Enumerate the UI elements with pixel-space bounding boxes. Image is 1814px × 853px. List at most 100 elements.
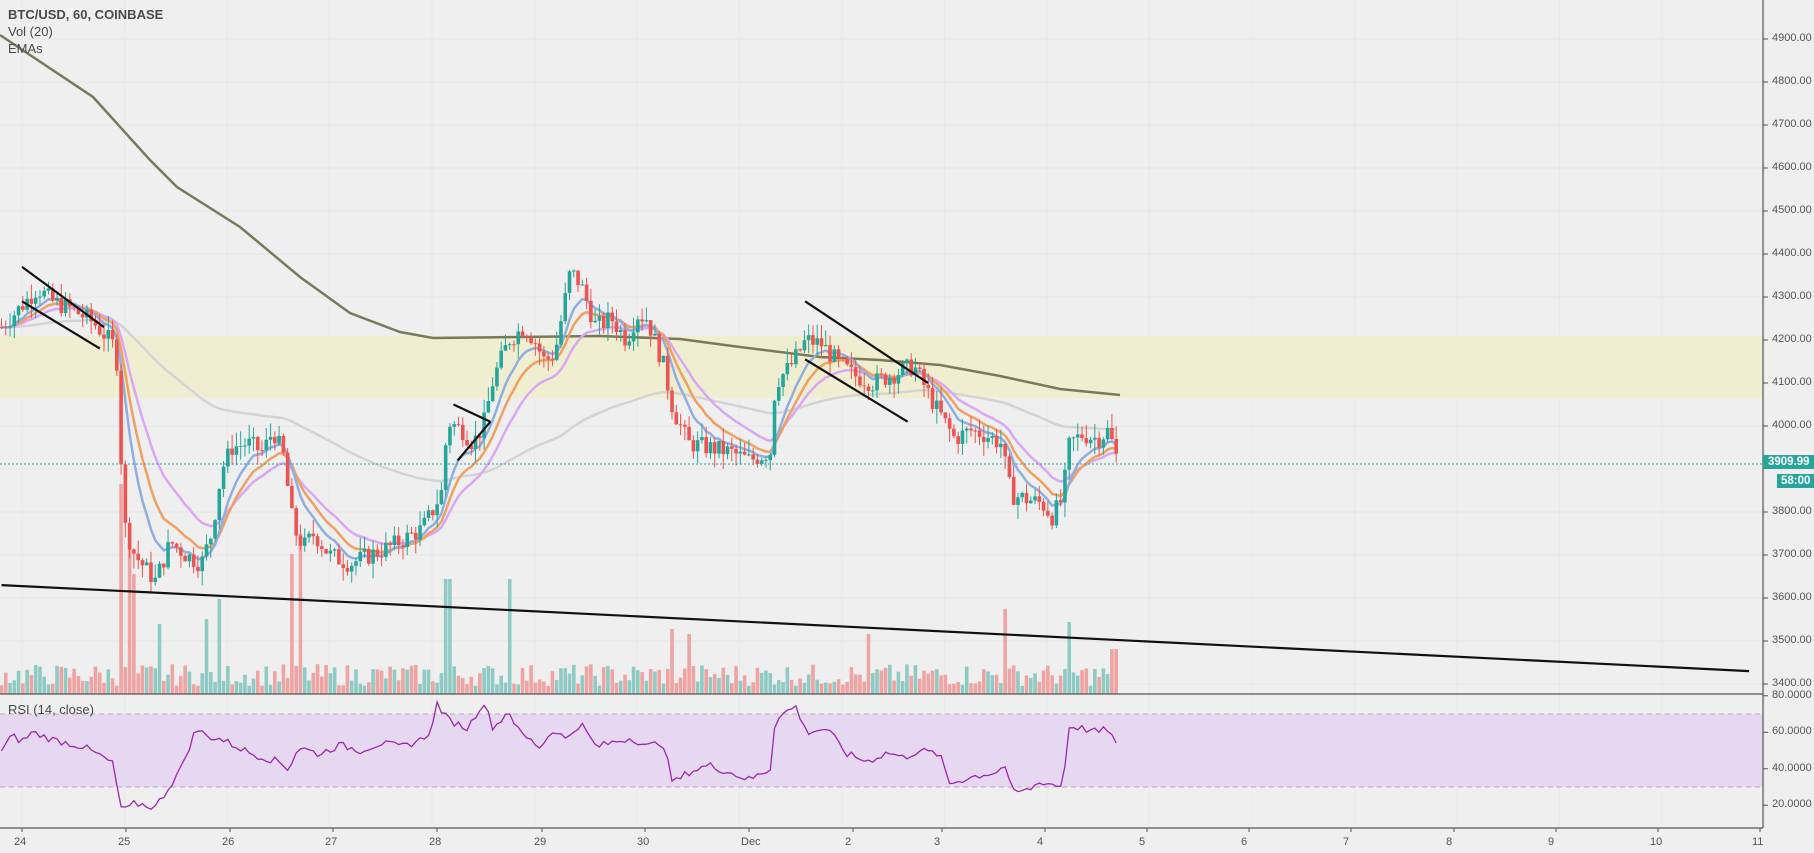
- volume-bar: [764, 670, 768, 694]
- volume-indicator-label[interactable]: Vol (20): [8, 24, 53, 39]
- candle-body: [405, 532, 410, 547]
- volume-bar: [183, 665, 187, 694]
- candle-body: [140, 560, 145, 566]
- last-price-badge: 3909.99: [1763, 455, 1814, 469]
- ema-8-line: [1, 297, 1117, 561]
- ema-indicator-label[interactable]: EMAs: [8, 41, 43, 56]
- candle-body: [1016, 497, 1020, 505]
- time-axis-label: 2: [845, 836, 852, 848]
- volume-bar: [759, 672, 764, 694]
- candle-body: [478, 435, 482, 439]
- candle-body: [63, 299, 68, 314]
- candle-body: [785, 363, 790, 375]
- candle-body: [734, 448, 738, 454]
- candle-body: [366, 548, 371, 564]
- candle-body: [354, 561, 358, 566]
- candle-body: [1088, 439, 1093, 444]
- volume-bar: [964, 666, 969, 694]
- candle-body: [1071, 437, 1076, 439]
- volume-bar: [866, 634, 871, 694]
- candle-body: [12, 315, 17, 327]
- candle-body: [640, 319, 644, 322]
- candle-body: [59, 297, 64, 314]
- time-axis-label: 8: [1446, 836, 1453, 848]
- volume-bar: [366, 682, 371, 694]
- volume-bar: [905, 664, 909, 694]
- volume-bar: [956, 681, 960, 694]
- symbol-title[interactable]: BTC/USD, 60, COINBASE: [8, 7, 164, 22]
- volume-bar: [584, 666, 589, 694]
- volume-bar: [832, 681, 837, 694]
- volume-bar: [1007, 668, 1012, 694]
- price-axis-label: 3400.00: [1772, 677, 1812, 689]
- volume-bar: [302, 667, 307, 694]
- volume-bar: [977, 681, 982, 694]
- candle-body: [909, 359, 913, 376]
- candle-body: [251, 437, 256, 439]
- volume-bar: [516, 684, 521, 694]
- volume-bar: [747, 685, 751, 694]
- candle-body: [1003, 443, 1007, 457]
- volume-bar: [179, 675, 183, 694]
- volume-bar: [499, 675, 503, 694]
- trend-line-wedge-upper: [453, 403, 491, 423]
- rsi-indicator-label[interactable]: RSI (14, close): [8, 702, 94, 717]
- candle-body: [157, 563, 162, 578]
- volume-bar: [738, 680, 743, 694]
- volume-bar: [546, 685, 550, 694]
- volume-bar: [947, 684, 952, 694]
- volume-bar: [50, 683, 55, 694]
- candle-body: [712, 442, 717, 454]
- candle-body: [349, 565, 354, 572]
- candle-body: [922, 368, 926, 385]
- candle-body: [456, 424, 461, 426]
- volume-bar: [469, 676, 474, 694]
- time-axis-label: 4: [1037, 836, 1044, 848]
- candle-body: [55, 297, 59, 301]
- candle-body: [1046, 510, 1050, 516]
- volume-bar: [119, 484, 123, 694]
- volume-bar: [110, 678, 115, 694]
- candle-body: [499, 350, 503, 368]
- volume-bar: [999, 683, 1003, 694]
- volume-bar: [196, 685, 200, 694]
- volume-bar: [610, 669, 615, 694]
- volume-bar: [255, 670, 260, 694]
- volume-bar: [717, 677, 721, 694]
- candle-body: [448, 426, 452, 446]
- volume-bar: [571, 664, 576, 694]
- volume-bar: [8, 682, 12, 694]
- volume-bar: [200, 673, 205, 694]
- candle-body: [875, 373, 879, 391]
- candle-body: [3, 327, 8, 329]
- candle-body: [614, 321, 619, 333]
- volume-bar: [307, 680, 311, 694]
- candle-body: [409, 532, 414, 534]
- volume-bar: [794, 685, 798, 694]
- volume-bar: [63, 667, 68, 694]
- candle-body: [42, 290, 47, 297]
- candle-body: [1075, 434, 1080, 438]
- volume-bar: [426, 669, 431, 694]
- candle-body: [862, 385, 867, 387]
- candle-body: [794, 349, 798, 365]
- volume-bar: [922, 670, 926, 694]
- candle-body: [802, 340, 807, 351]
- volume-bar: [875, 669, 879, 694]
- candle-body: [623, 329, 627, 346]
- candle-body: [584, 284, 589, 301]
- volume-bar: [144, 667, 149, 694]
- volume-bar: [734, 666, 738, 694]
- candle-body: [618, 329, 623, 333]
- volume-bar: [217, 599, 222, 694]
- candle-body: [973, 430, 978, 432]
- volume-bar: [174, 685, 179, 694]
- time-axis-label: 11: [1752, 836, 1764, 848]
- candle-body: [174, 543, 179, 548]
- resistance-zone: [0, 335, 1763, 399]
- candle-body: [204, 544, 209, 557]
- candle-body: [892, 377, 896, 384]
- candle-body: [183, 555, 187, 562]
- price-axis-label: 4600.00: [1772, 161, 1812, 173]
